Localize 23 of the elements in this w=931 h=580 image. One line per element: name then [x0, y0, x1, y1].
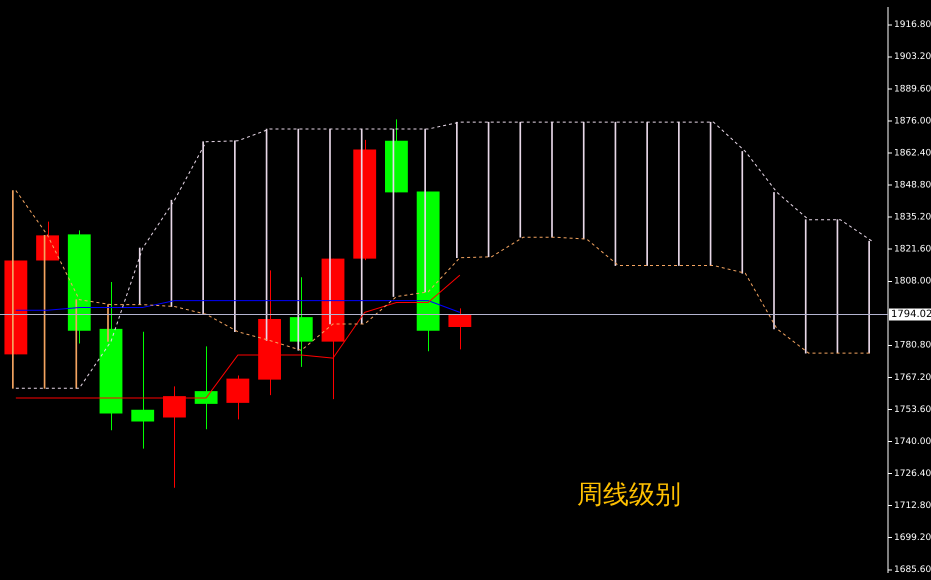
y-tick-label: 1862.40 — [894, 148, 931, 158]
y-tick-label: 1821.60 — [894, 244, 931, 255]
y-tick-label: 1903.20 — [894, 52, 931, 62]
y-tick-label: 1780.80 — [894, 340, 931, 351]
y-tick-label: 1767.20 — [894, 372, 931, 383]
line-series — [15, 122, 873, 389]
y-tick-label: 1726.40 — [894, 468, 931, 479]
y-tick-label: 1889.60 — [894, 84, 931, 94]
y-tick-label: 1848.80 — [894, 180, 931, 190]
y-tick-label: 1876.00 — [894, 116, 931, 126]
y-tick-label: 1808.00 — [894, 276, 931, 287]
y-tick-label: 1916.80 — [894, 20, 931, 30]
candlestick — [194, 346, 218, 430]
y-tick-label: 1685.60 — [894, 565, 931, 576]
annotation: 周线级别 — [577, 480, 682, 510]
ref-line-label: 1794.02 — [891, 309, 931, 320]
y-tick-label: 1740.00 — [894, 436, 931, 447]
y-tick-label: 1712.80 — [894, 501, 931, 512]
y-tick-label: 1699.20 — [894, 533, 931, 544]
candlestick — [448, 308, 472, 350]
candlestick — [131, 331, 154, 450]
y-tick-label: 1835.20 — [894, 212, 931, 223]
y-tick-label: 1753.60 — [894, 404, 931, 415]
